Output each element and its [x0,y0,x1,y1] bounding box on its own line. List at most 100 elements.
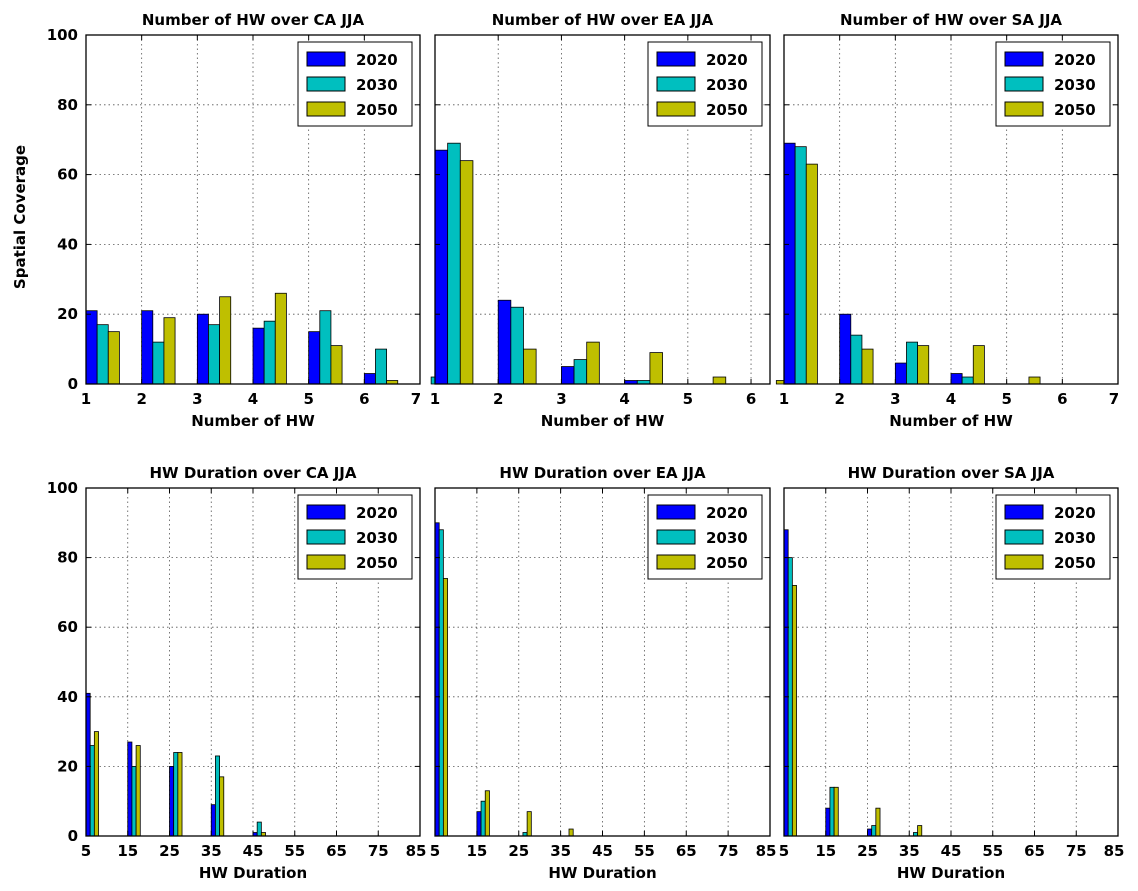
y-tick-label: 80 [57,96,78,114]
bar [141,310,154,385]
x-tick-label: 55 [982,842,1003,860]
x-tick-label: 4 [619,390,629,408]
bar [950,373,963,385]
legend-label: 2030 [356,76,398,94]
x-tick-label: 85 [406,842,427,860]
y-tick-label: 100 [47,26,78,44]
y-tick-label: 80 [57,549,78,567]
x-tick-label: 2 [493,390,503,408]
x-axis-label: HW Duration [548,864,656,882]
chart-title: Number of HW over CA JJA [142,11,365,29]
x-tick-label: 5 [779,842,789,860]
legend-swatch [306,76,346,92]
bar [363,373,376,385]
y-tick-label: 20 [57,305,78,323]
legend-label: 2050 [356,101,398,119]
x-tick-label: 65 [326,842,347,860]
bar [510,306,524,385]
x-tick-label: 4 [946,390,956,408]
x-tick-label: 15 [117,842,138,860]
x-tick-label: 65 [676,842,697,860]
legend-swatch [656,504,696,520]
x-tick-label: 45 [243,842,264,860]
bar [263,320,276,385]
chart-panel: Number of HW over EA JJA 1 2 3 4 5 6 Number of … [430,11,790,430]
bar [829,786,835,837]
x-tick-label: 1 [430,390,440,408]
legend-swatch [1004,504,1044,520]
x-tick-label: 5 [683,390,693,408]
bar [274,292,287,385]
x-tick-label: 3 [890,390,900,408]
x-axis-label: HW Duration [199,864,307,882]
x-axis-label: Number of HW [889,412,1013,430]
x-tick-label: 75 [1066,842,1087,860]
bar [649,352,663,385]
legend-label: 2050 [706,554,748,572]
x-tick-label: 55 [634,842,655,860]
legend-swatch [306,51,346,67]
x-tick-label: 45 [592,842,613,860]
legend-label: 2030 [706,529,748,547]
bar [85,310,98,385]
y-tick-label: 60 [57,618,78,636]
x-tick-label: 75 [368,842,389,860]
bar [256,821,262,837]
bar [484,790,490,837]
x-axis-label: Number of HW [541,412,665,430]
legend-label: 2020 [1054,504,1096,522]
chart-title: Number of HW over SA JJA [840,11,1062,29]
bar [152,341,165,385]
bar [794,146,807,385]
legend-label: 2020 [1054,51,1096,69]
bar [875,807,881,837]
legend-swatch [1004,529,1044,545]
x-tick-label: 55 [284,842,305,860]
y-tick-label: 0 [68,827,78,845]
legend-label: 2030 [356,529,398,547]
bar [805,163,818,385]
bar [972,345,985,385]
x-tick-label: 25 [508,842,529,860]
bar [861,348,874,385]
bar [330,345,343,385]
chart-title: HW Duration over EA JJA [499,464,706,482]
x-tick-label: 35 [201,842,222,860]
bar [127,741,133,837]
bar [319,310,332,385]
legend-swatch [656,101,696,117]
legend: 2020 2030 2050 [297,41,413,127]
legend-swatch [1004,51,1044,67]
chart-panel: HW Duration over SA JJA 5 15 25 35 45 55 65 75 85… [779,464,1125,882]
x-tick-label: 35 [899,842,920,860]
bar [459,160,474,385]
legend: 2020 2030 2050 [647,41,763,127]
bar [177,752,183,837]
bar [434,149,449,385]
x-axis-label: Number of HW [191,412,315,430]
legend: 2020 2030 2050 [995,494,1111,580]
bar [169,766,175,837]
bar [573,359,588,385]
legend-label: 2050 [1054,101,1096,119]
bar [867,828,873,837]
plot-frame [434,34,771,385]
x-tick-label: 25 [159,842,180,860]
x-tick-label: 6 [359,390,369,408]
legend-swatch [306,529,346,545]
chart-panel: HW Duration over CA JJA 0 20 40 60 80 100 5 15 25… [47,464,427,882]
bar [526,811,532,837]
x-axis-label: HW Duration [897,864,1005,882]
chart-panel: Number of HW over SA JJA 1 2 3 4 5 6 7 Number of… [779,11,1119,430]
bar [375,348,388,385]
bar [523,348,537,385]
legend-label: 2020 [706,504,748,522]
legend-swatch [656,529,696,545]
y-tick-label: 60 [57,166,78,184]
legend-label: 2050 [706,101,748,119]
x-tick-label: 75 [718,842,739,860]
chart-panel: Number of HW over CA JJA 0 20 40 60 80 100 1 2 3 4… [47,11,443,430]
bar [89,745,95,837]
x-tick-label: 15 [815,842,836,860]
